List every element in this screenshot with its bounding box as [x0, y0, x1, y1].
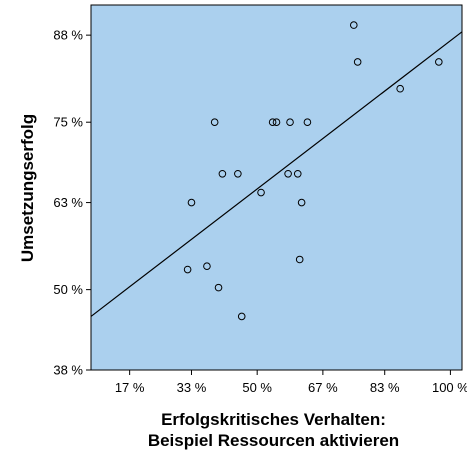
y-tick-label-1: 38 %: [53, 363, 83, 378]
data-point-14: [293, 169, 302, 178]
data-point-15: [295, 255, 304, 264]
data-point-17: [303, 118, 312, 127]
data-point-19: [353, 58, 362, 66]
data-point-5: [214, 283, 223, 292]
plot-area: [90, 4, 463, 371]
y-tick-label-5: 88 %: [53, 28, 83, 43]
x-axis-title-line-2: Beispiel Ressourcen aktivieren: [148, 431, 399, 450]
regression-line: [90, 31, 463, 317]
data-point-1: [183, 265, 192, 274]
x-axis-title-line-1: Erfolgskritisches Verhalten:: [161, 410, 386, 429]
data-point-11: [272, 118, 281, 127]
data-point-21: [435, 58, 443, 66]
data-point-13: [286, 118, 294, 127]
x-tick-label-4: 67 %: [308, 380, 338, 395]
data-point-8: [237, 312, 246, 321]
y-tick-label-3: 63 %: [53, 195, 83, 210]
y-tick-label-2: 50 %: [53, 282, 83, 297]
data-point-9: [257, 188, 265, 197]
data-point-10: [268, 118, 277, 127]
data-point-4: [210, 118, 219, 127]
x-axis: 17 % 33 % 50 % 67 % 83 % 100 %: [115, 370, 467, 395]
data-point-16: [297, 198, 306, 207]
data-point-20: [396, 84, 404, 93]
data-point-7: [234, 169, 242, 178]
data-point-12: [284, 169, 292, 178]
data-point-6: [218, 169, 227, 178]
data-point-18: [349, 21, 358, 29]
data-point-2: [187, 198, 196, 207]
y-axis-title: Umsetzungserfolg: [18, 114, 37, 262]
x-tick-label-3: 50 %: [242, 380, 272, 395]
x-tick-label-5: 83 %: [370, 380, 400, 395]
y-axis: 38 % 50 % 63 % 75 % 88 %: [53, 28, 91, 378]
data-points: [183, 21, 443, 321]
x-tick-label-2: 33 %: [177, 380, 207, 395]
y-tick-label-4: 75 %: [53, 115, 83, 130]
x-tick-label-1: 17 %: [115, 380, 145, 395]
x-tick-label-6: 100 %: [432, 380, 467, 395]
data-point-3: [203, 262, 211, 270]
